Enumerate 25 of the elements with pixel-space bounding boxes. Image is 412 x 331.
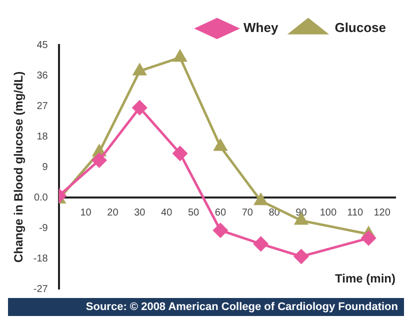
y-tick-label: -27 xyxy=(33,284,48,295)
x-tick-label: 100 xyxy=(320,207,337,218)
x-tick-label: 90 xyxy=(296,207,308,218)
y-axis-title: Change in Blood glucose (mg/dL) xyxy=(12,71,26,263)
x-tick-label: 60 xyxy=(214,207,226,218)
x-tick-label: 20 xyxy=(107,207,119,218)
x-tick-label: 70 xyxy=(242,207,254,218)
y-tick-label: 27 xyxy=(36,100,48,112)
x-tick-label: 110 xyxy=(347,207,364,218)
legend-label: Whey xyxy=(244,20,279,36)
x-tick-label: 10 xyxy=(80,207,92,218)
y-tick-label: 18 xyxy=(36,131,48,142)
y-tick-label: 0.0 xyxy=(34,192,48,204)
x-axis-title: Time (min) xyxy=(335,271,396,286)
y-tick-label: -9 xyxy=(38,222,48,234)
y-tick-label: 9 xyxy=(42,162,48,173)
x-tick-label: 50 xyxy=(188,207,200,218)
legend-label: Glucose xyxy=(334,20,386,36)
y-tick-label: -18 xyxy=(33,253,48,264)
y-tick-label: 45 xyxy=(36,40,48,51)
y-tick-label: 36 xyxy=(36,70,48,82)
x-tick-label: 120 xyxy=(374,207,391,218)
x-tick-label: 40 xyxy=(161,207,173,218)
x-tick-label: 30 xyxy=(134,207,146,218)
source-note: Source: © 2008 American College of Cardiology Foundation xyxy=(8,298,404,316)
